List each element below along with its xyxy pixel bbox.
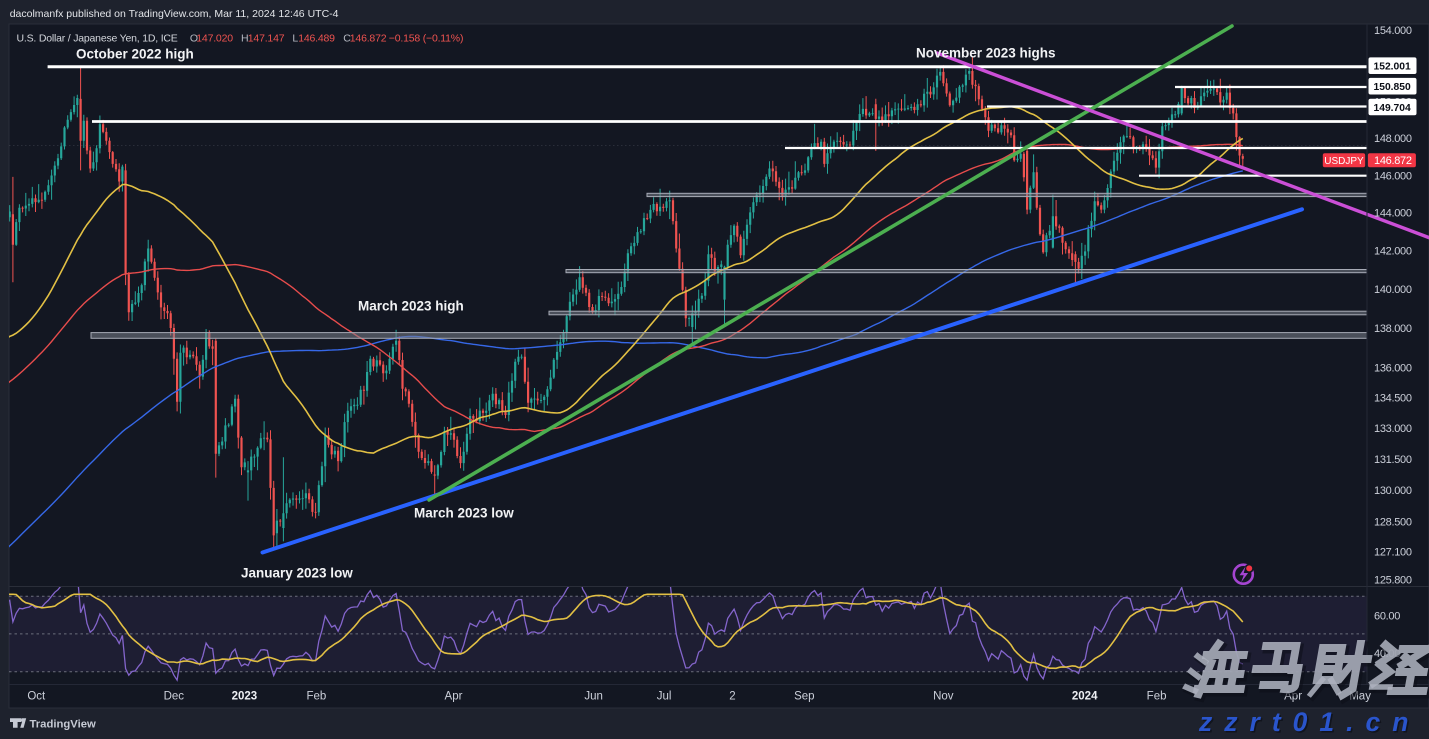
- svg-text:March 2023 low: March 2023 low: [414, 506, 514, 521]
- svg-text:130.000: 130.000: [1374, 485, 1412, 497]
- svg-text:134.500: 134.500: [1374, 393, 1412, 405]
- svg-text:146.872: 146.872: [350, 33, 387, 45]
- svg-text:146.489: 146.489: [298, 33, 335, 45]
- svg-text:zzrt01.cn: zzrt01.cn: [1198, 707, 1420, 737]
- svg-text:142.000: 142.000: [1374, 245, 1412, 257]
- svg-text:Dec: Dec: [164, 691, 185, 703]
- svg-text:January 2023 low: January 2023 low: [241, 566, 353, 581]
- svg-text:149.704: 149.704: [1374, 103, 1411, 114]
- svg-text:Feb: Feb: [1147, 691, 1167, 703]
- svg-text:148.000: 148.000: [1374, 133, 1412, 145]
- svg-text:October 2022 high: October 2022 high: [76, 47, 194, 62]
- svg-text:152.001: 152.001: [1374, 62, 1411, 73]
- svg-text:Jul: Jul: [657, 691, 672, 703]
- svg-text:C: C: [343, 33, 351, 45]
- svg-text:Apr: Apr: [445, 691, 463, 703]
- svg-text:Sep: Sep: [794, 691, 814, 703]
- svg-text:147.147: 147.147: [248, 33, 285, 45]
- svg-text:TradingView: TradingView: [30, 718, 97, 730]
- svg-text:147.020: 147.020: [196, 33, 233, 45]
- svg-text:−0.158 (−0.11%): −0.158 (−0.11%): [389, 33, 463, 45]
- svg-text:Jun: Jun: [584, 691, 603, 703]
- svg-text:136.000: 136.000: [1374, 363, 1412, 375]
- svg-text:Feb: Feb: [306, 691, 326, 703]
- svg-text:144.000: 144.000: [1374, 207, 1412, 219]
- svg-text:U.S. Dollar / Japanese Yen, 1D: U.S. Dollar / Japanese Yen, 1D, ICE: [17, 33, 178, 45]
- svg-text:2023: 2023: [232, 691, 258, 703]
- svg-text:60.00: 60.00: [1374, 610, 1400, 622]
- svg-text:November 2023 highs: November 2023 highs: [916, 46, 1056, 61]
- svg-text:O: O: [190, 33, 198, 45]
- svg-text:USDJPY: USDJPY: [1324, 156, 1364, 167]
- svg-text:L: L: [292, 33, 298, 45]
- svg-text:128.500: 128.500: [1374, 517, 1412, 529]
- svg-text:140.000: 140.000: [1374, 284, 1412, 296]
- svg-text:2024: 2024: [1072, 691, 1098, 703]
- svg-text:150.850: 150.850: [1374, 82, 1411, 93]
- svg-text:dacolmanfx published on Tradin: dacolmanfx published on TradingView.com,…: [10, 8, 339, 20]
- svg-text:138.000: 138.000: [1374, 323, 1412, 335]
- svg-text:131.500: 131.500: [1374, 454, 1412, 466]
- svg-text:146.872: 146.872: [1374, 155, 1412, 167]
- svg-text:zzrt01.cn: zzrt01.cn: [1200, 709, 1422, 739]
- svg-text:127.100: 127.100: [1374, 546, 1412, 558]
- svg-text:March 2023 high: March 2023 high: [358, 299, 464, 314]
- svg-text:125.800: 125.800: [1374, 574, 1412, 586]
- svg-text:154.000: 154.000: [1374, 25, 1412, 37]
- svg-text:H: H: [241, 33, 248, 45]
- svg-text:2: 2: [729, 691, 735, 703]
- svg-text:Oct: Oct: [27, 691, 46, 703]
- svg-text:Nov: Nov: [933, 691, 954, 703]
- svg-text:133.000: 133.000: [1374, 423, 1412, 435]
- svg-text:146.000: 146.000: [1374, 171, 1412, 183]
